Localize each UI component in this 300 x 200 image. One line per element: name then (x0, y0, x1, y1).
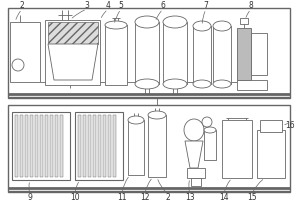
Text: 6: 6 (160, 1, 165, 10)
Ellipse shape (193, 80, 211, 88)
Text: 2: 2 (20, 1, 24, 10)
Bar (12, 112, 70, 180)
Ellipse shape (204, 127, 216, 133)
Bar (213, 26, 231, 84)
Ellipse shape (213, 80, 231, 88)
Bar (30, 115, 33, 177)
Bar (83, 115, 86, 177)
Ellipse shape (135, 16, 159, 28)
Ellipse shape (128, 116, 144, 124)
Bar (25, 115, 28, 177)
Bar (240, 18, 248, 24)
Polygon shape (48, 44, 98, 80)
Ellipse shape (184, 119, 204, 141)
Text: 8: 8 (249, 1, 254, 10)
Bar (8, 105, 290, 192)
Bar (20, 115, 23, 177)
Bar (50, 115, 53, 177)
Text: 5: 5 (118, 1, 123, 10)
Bar (191, 178, 201, 186)
Bar (98, 115, 101, 177)
Bar (204, 130, 216, 160)
Text: 7: 7 (204, 1, 208, 10)
Bar (88, 115, 91, 177)
Bar (251, 33, 267, 75)
Bar (257, 130, 285, 178)
Bar (15, 115, 18, 177)
Bar (128, 120, 144, 175)
Text: 13: 13 (185, 192, 195, 200)
Bar (163, 22, 187, 84)
Bar (45, 20, 100, 85)
Bar (75, 112, 123, 180)
Bar (105, 25, 127, 85)
Bar (93, 115, 96, 177)
Bar (108, 115, 111, 177)
Bar (113, 115, 116, 177)
Bar (260, 120, 282, 132)
Bar (10, 22, 40, 82)
Ellipse shape (163, 16, 187, 28)
Bar (8, 8, 290, 98)
Bar (237, 28, 251, 80)
Text: 2: 2 (166, 192, 170, 200)
Polygon shape (185, 141, 203, 168)
Text: 4: 4 (106, 1, 110, 10)
Bar (222, 120, 252, 178)
Bar (40, 115, 43, 177)
Ellipse shape (213, 21, 231, 31)
Circle shape (202, 117, 212, 127)
Bar (103, 115, 106, 177)
Ellipse shape (135, 79, 159, 89)
Text: 3: 3 (85, 1, 89, 10)
Bar (55, 115, 58, 177)
Bar (35, 115, 38, 177)
Bar (45, 115, 48, 177)
Bar (237, 80, 267, 90)
Ellipse shape (163, 79, 187, 89)
Circle shape (12, 59, 24, 71)
Text: 9: 9 (28, 192, 32, 200)
Text: 11: 11 (117, 192, 127, 200)
Text: 12: 12 (140, 192, 150, 200)
Text: 16: 16 (285, 120, 295, 130)
Bar (78, 115, 81, 177)
Bar (187, 168, 205, 178)
Ellipse shape (105, 21, 127, 29)
Text: 10: 10 (70, 192, 80, 200)
Ellipse shape (193, 21, 211, 31)
Bar (48, 22, 98, 44)
Bar (60, 115, 63, 177)
Text: 14: 14 (219, 192, 229, 200)
Bar (193, 26, 211, 84)
Text: 15: 15 (247, 192, 257, 200)
Bar (135, 22, 159, 84)
Ellipse shape (148, 111, 166, 119)
Bar (148, 115, 166, 177)
